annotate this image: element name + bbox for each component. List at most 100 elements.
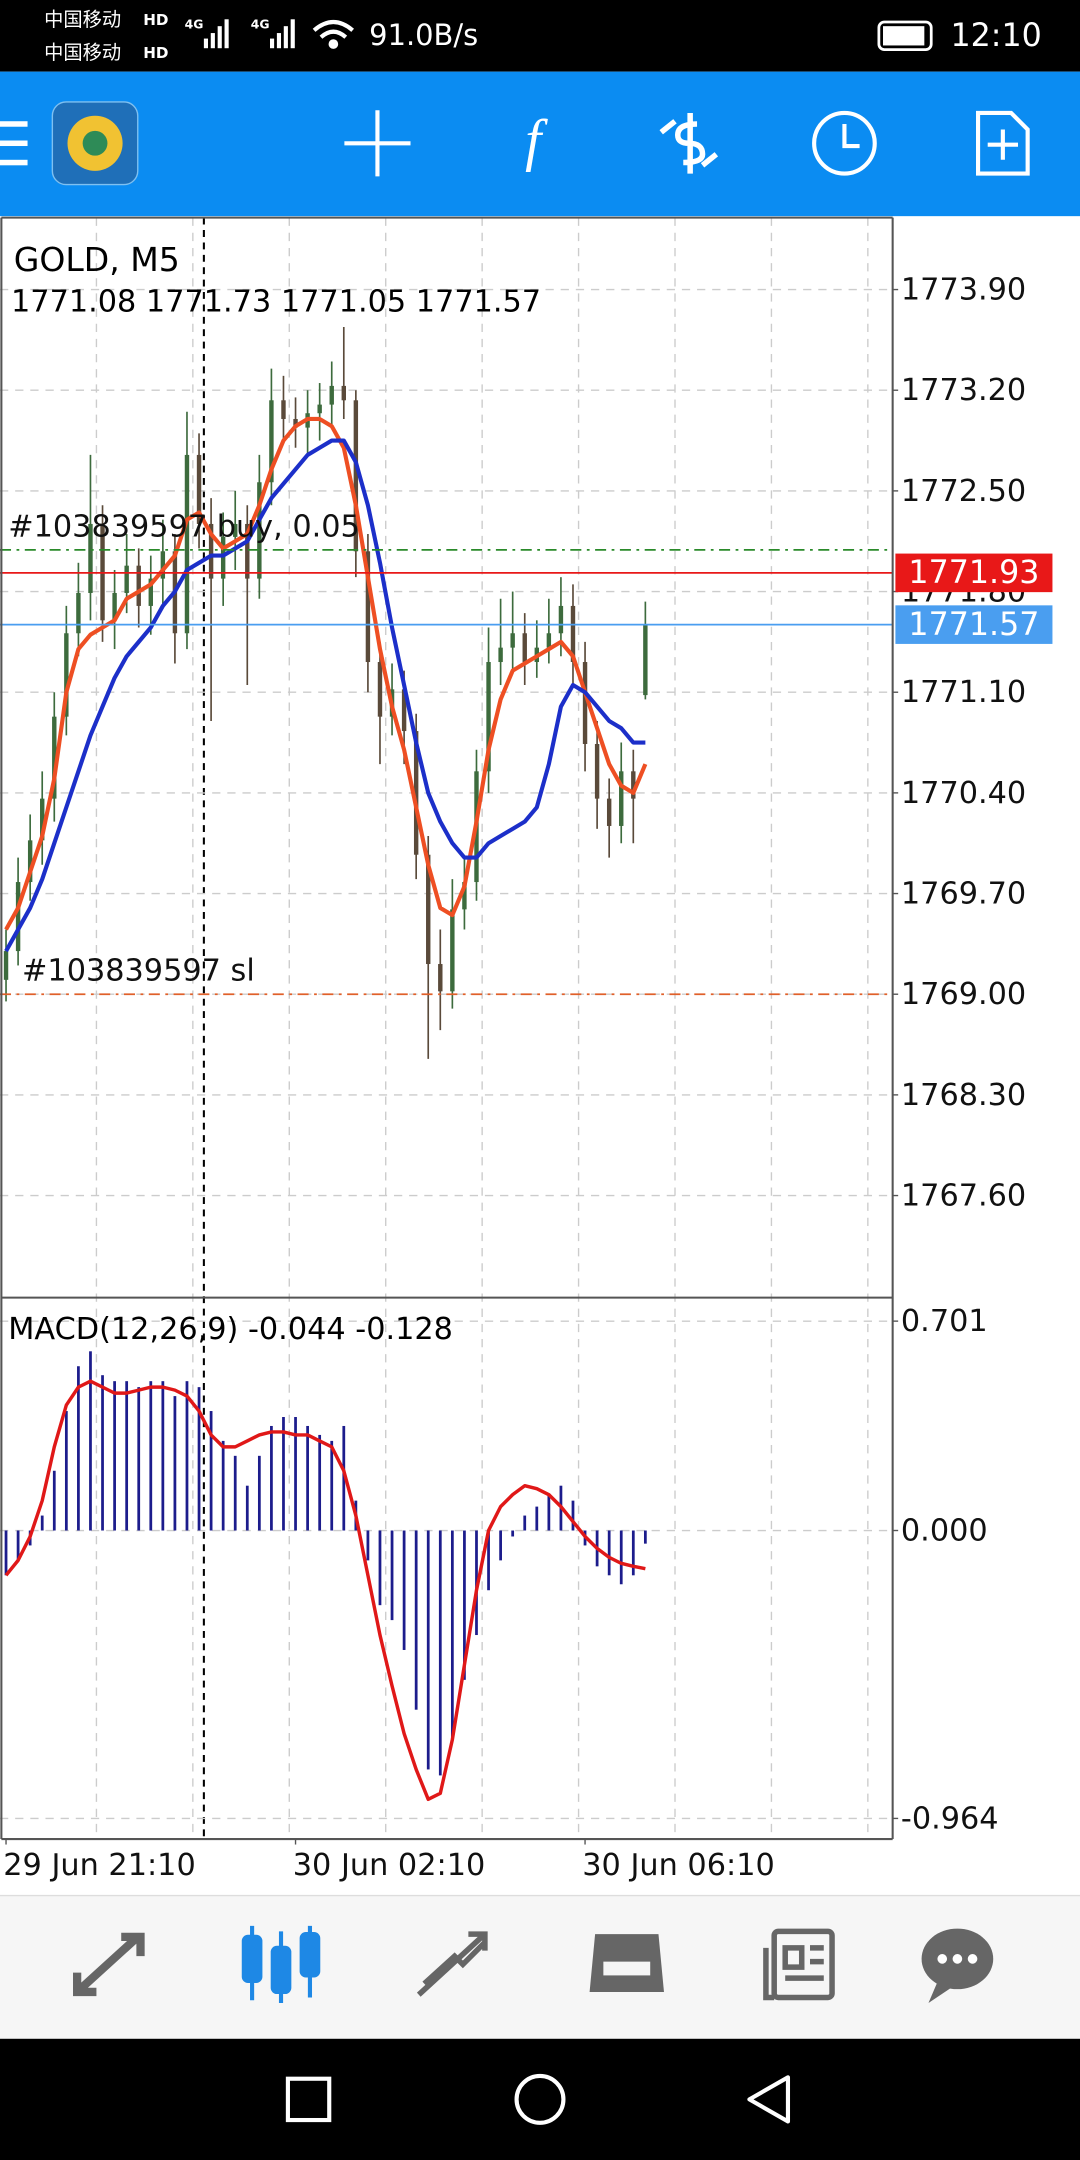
candle-body: [220, 536, 226, 579]
y-tick-label: 0.701: [901, 1304, 988, 1339]
crosshair-button[interactable]: [344, 110, 411, 177]
trade-button[interactable]: [659, 112, 719, 174]
macd-bar: [414, 1530, 418, 1710]
macd-bar: [330, 1440, 334, 1531]
candle-body: [353, 400, 359, 552]
y-tick-label: 1773.20: [901, 373, 1026, 408]
macd-bar: [125, 1381, 129, 1531]
candle-body: [401, 689, 407, 732]
chart-area: [0, 216, 1080, 1896]
network: 4G: [251, 16, 270, 31]
candle-body: [257, 482, 262, 579]
candle-body: [631, 771, 636, 799]
indicator-title: MACD(12,26,9) -0.044 -0.128: [8, 1312, 453, 1347]
candle-body: [27, 840, 33, 883]
chart-frame: [0, 216, 894, 1841]
history-tab[interactable]: [589, 1934, 664, 1992]
candle-body: [606, 798, 612, 826]
chart-tab[interactable]: [241, 1925, 321, 2003]
macd-bar: [77, 1366, 80, 1531]
candle-body: [88, 523, 93, 593]
candle-body: [546, 633, 552, 648]
trade-tab[interactable]: [416, 1931, 488, 1997]
battery-level: [883, 26, 925, 46]
macd-bar: [535, 1506, 539, 1531]
macd-bar: [52, 1470, 56, 1531]
wifi-icon: [312, 19, 354, 49]
candle-body: [160, 551, 166, 579]
battery: [877, 20, 933, 51]
y-tick-label: -0.964: [901, 1801, 999, 1836]
x-tick-label: 29 Jun 21:10: [3, 1848, 195, 1883]
menu-button[interactable]: [0, 121, 28, 166]
x-tick-label: 30 Jun 02:10: [293, 1848, 485, 1883]
candle-body: [52, 716, 57, 799]
macd-bar: [487, 1530, 490, 1591]
badge: HD: [143, 11, 168, 29]
carrier: 中国移动: [44, 41, 121, 64]
y-tick-label: 1767.60: [901, 1178, 1026, 1213]
price-tag-label: 1771.57: [908, 607, 1039, 643]
macd-bar: [619, 1530, 623, 1585]
macd-bar: [571, 1500, 575, 1531]
macd-bar: [185, 1381, 189, 1531]
candle-body: [269, 400, 274, 483]
macd-bar: [294, 1417, 297, 1531]
candle-body: [582, 662, 588, 744]
candle-body: [281, 400, 286, 419]
back-button[interactable]: [747, 2075, 791, 2124]
macd-bar: [101, 1375, 104, 1531]
macd-bar: [511, 1530, 515, 1537]
bottom-nav: [0, 1895, 1080, 2039]
macd-bar: [306, 1425, 309, 1531]
new-order-button[interactable]: [975, 110, 1030, 176]
macd-bar: [607, 1530, 611, 1576]
candle-body: [438, 964, 443, 992]
macd-bar: [426, 1530, 430, 1770]
macd-bar: [390, 1530, 394, 1621]
candle-body: [124, 565, 129, 593]
candle-body: [377, 662, 383, 717]
macd-bar: [257, 1455, 261, 1531]
candle-body: [40, 798, 45, 841]
candle-body: [293, 418, 298, 428]
macd-bar: [438, 1530, 442, 1776]
period-button[interactable]: [812, 110, 877, 176]
chart-title: GOLD, M5: [14, 240, 180, 279]
macd-bar: [149, 1381, 153, 1531]
quotes-tab[interactable]: [73, 1932, 145, 1997]
home-button[interactable]: [514, 2073, 566, 2125]
order-label: #103839597 buy, 0.05: [8, 509, 360, 544]
macd-bar: [282, 1417, 285, 1531]
candle-body: [317, 404, 322, 414]
x-tick-label: 30 Jun 06:10: [582, 1848, 774, 1883]
y-tick-label: 0.000: [901, 1513, 988, 1548]
candle-body: [498, 647, 503, 663]
toolbar: [0, 71, 1080, 217]
macd-bar: [270, 1425, 273, 1531]
candle-body: [450, 909, 455, 992]
carrier: 中国移动: [44, 8, 121, 31]
macd-bar: [113, 1381, 116, 1531]
candle-body: [486, 662, 491, 772]
clock: 12:10: [951, 18, 1042, 54]
candle-body: [64, 633, 69, 717]
recents-button[interactable]: [285, 2076, 332, 2123]
macd-bar: [64, 1411, 68, 1531]
network: 4G: [185, 16, 204, 31]
macd-bar: [378, 1530, 382, 1606]
candle-body: [329, 385, 334, 405]
candle-body: [619, 771, 624, 826]
candle-body: [3, 951, 9, 980]
candle-body: [462, 882, 467, 910]
candle-body: [341, 385, 346, 401]
macd-bar: [221, 1440, 225, 1531]
chat-tab[interactable]: [921, 1928, 994, 2003]
app-logo-mark: [82, 130, 108, 156]
price-tag: [895, 605, 1053, 644]
candle-body: [184, 454, 190, 634]
signal-icon: [203, 19, 295, 49]
ohlc-label: 1771.08 1771.73 1771.05 1771.57: [11, 285, 541, 320]
y-tick-label: 1772.50: [901, 474, 1026, 509]
news-tab[interactable]: [763, 1928, 835, 2001]
